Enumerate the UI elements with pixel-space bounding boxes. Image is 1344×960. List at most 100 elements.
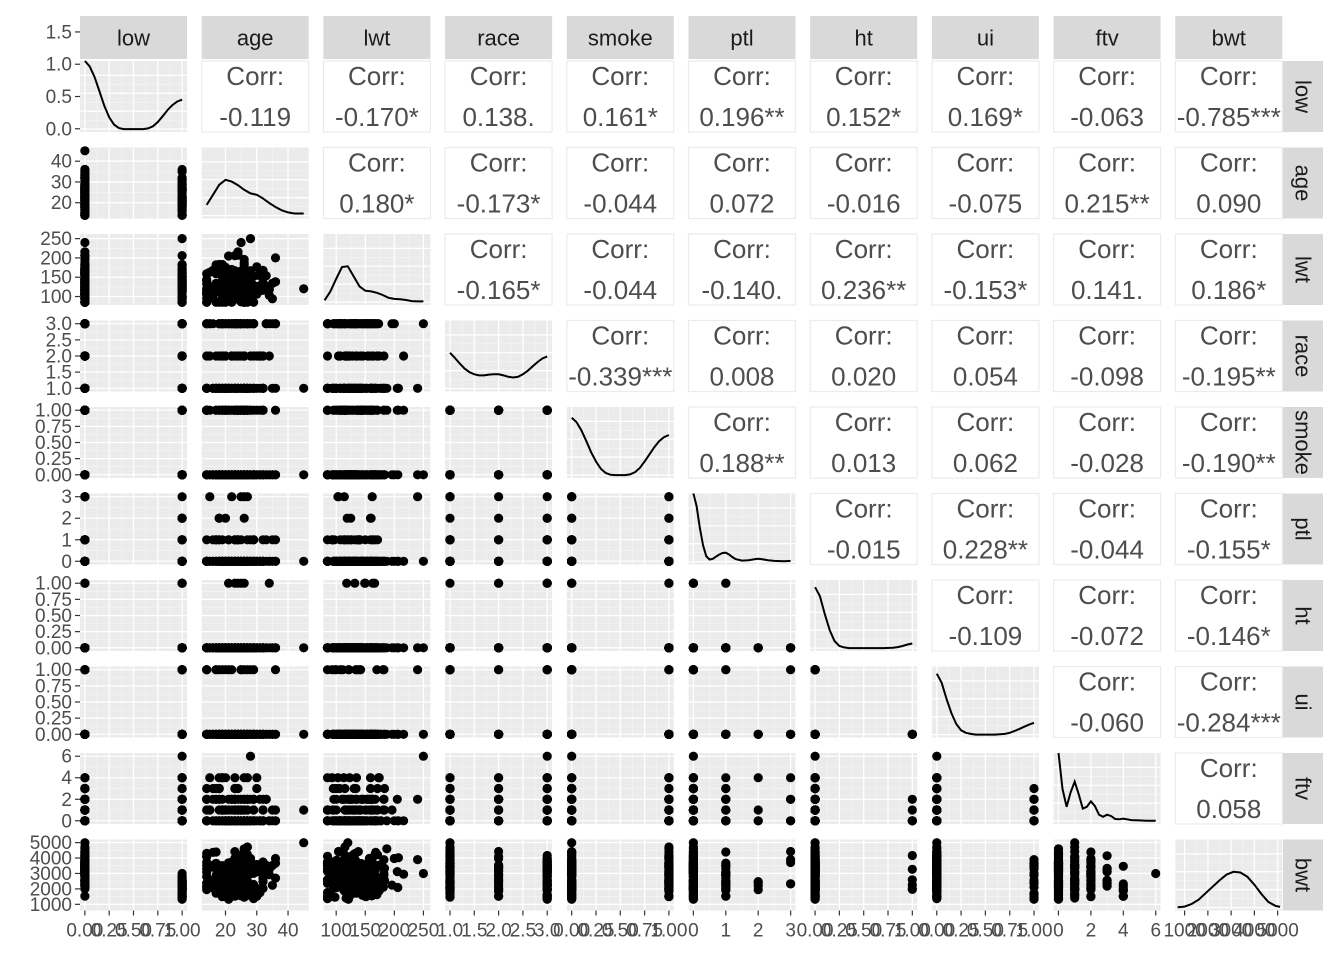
data-point [80, 492, 90, 502]
corr-panel-frame [809, 319, 918, 393]
data-point [220, 319, 231, 329]
data-point [542, 513, 552, 523]
corr-value: 0.138. [462, 102, 534, 132]
corr-panel-frame [322, 146, 431, 220]
data-point [220, 470, 231, 480]
panels-group: Corr:-0.119Corr:-0.170*Corr:0.138.Corr:0… [80, 60, 1283, 911]
data-point [356, 351, 366, 361]
corr-panel-frame [566, 60, 675, 133]
data-point [370, 319, 380, 329]
data-point [230, 578, 240, 588]
data-point [80, 187, 90, 197]
data-point [177, 181, 187, 191]
data-point [242, 405, 252, 415]
data-point [258, 470, 268, 480]
data-point [236, 556, 246, 566]
data-point [445, 556, 455, 566]
corr-panel-frame [1052, 60, 1162, 133]
corr-panel-ptl-ht: Corr:-0.015 [809, 492, 918, 566]
data-point [418, 319, 428, 329]
scatter-panel-ht-smoke [566, 578, 674, 653]
data-point [202, 556, 212, 566]
data-point [358, 405, 369, 415]
data-point [664, 578, 674, 588]
data-point [211, 535, 221, 545]
corr-panel-frame [566, 233, 675, 306]
data-point [370, 578, 380, 588]
data-point [351, 405, 362, 415]
density-panel-ht [810, 580, 918, 651]
data-point [389, 470, 399, 480]
corr-label: Corr: [591, 234, 649, 264]
data-point [214, 556, 224, 566]
data-point [542, 643, 552, 653]
data-point [202, 643, 212, 653]
corr-panel-race-ui: Corr:0.054 [931, 319, 1040, 393]
corr-value: -0.028 [1070, 448, 1144, 478]
data-point [378, 383, 388, 393]
corr-panel-frame [566, 146, 675, 220]
corr-panel-ptl-ui: Corr:0.228** [931, 492, 1040, 566]
data-point [258, 268, 268, 278]
scatter-panel-race-lwt [322, 319, 431, 393]
data-point [664, 513, 674, 523]
data-point [350, 578, 360, 588]
data-point [80, 535, 90, 545]
corr-label: Corr: [835, 407, 893, 437]
scatter-panel-ui-age [201, 665, 309, 739]
data-point [366, 470, 376, 480]
data-point [299, 643, 309, 653]
data-point [664, 535, 674, 545]
data-point [322, 383, 333, 393]
corr-value: -0.190** [1182, 448, 1276, 478]
corr-value: -0.140. [702, 275, 783, 305]
corr-label: Corr: [713, 321, 771, 351]
data-point [80, 297, 90, 307]
corr-label: Corr: [835, 148, 893, 178]
data-point [245, 556, 256, 566]
scatter-panel-ptl-age [201, 492, 309, 566]
data-point [322, 405, 333, 415]
data-point [80, 665, 90, 675]
data-point [322, 556, 333, 566]
scatter-panel-ht-ptl [688, 578, 796, 653]
corr-panel-frame [931, 319, 1040, 393]
corr-label: Corr: [835, 61, 893, 91]
panel-background [323, 234, 431, 305]
data-point [688, 643, 699, 653]
data-point [202, 405, 212, 415]
corr-value: -0.109 [949, 621, 1023, 651]
data-point [413, 492, 423, 502]
corr-panel-lwt-ui: Corr:-0.153* [931, 233, 1040, 306]
scatter-panel-smoke-lwt [322, 405, 431, 480]
data-point [264, 285, 274, 295]
corr-label: Corr: [1078, 494, 1136, 524]
corr-value: 0.188** [699, 448, 784, 478]
data-point [249, 351, 259, 361]
corr-panel-frame [444, 233, 553, 306]
corr-panel-race-ptl: Corr:0.008 [687, 319, 797, 393]
corr-panel-frame [809, 60, 918, 133]
data-point [208, 383, 218, 393]
data-point [227, 492, 237, 502]
data-point [220, 405, 231, 415]
data-point [346, 513, 356, 523]
data-point [542, 535, 552, 545]
corr-panel-age-lwt: Corr:0.180* [322, 146, 431, 220]
data-point [370, 535, 380, 545]
corr-value: 0.196** [699, 102, 784, 132]
corr-panel-smoke-ui: Corr:0.062 [931, 406, 1040, 479]
corr-label: Corr: [1078, 234, 1136, 264]
data-point [236, 297, 246, 307]
data-point [328, 319, 338, 329]
data-point [351, 470, 361, 480]
data-point [270, 665, 281, 675]
data-point [177, 729, 187, 739]
corr-value: -0.153* [943, 275, 1027, 305]
corr-panel-age-race: Corr:-0.173* [444, 146, 553, 220]
data-point [342, 578, 352, 588]
data-point [664, 643, 674, 653]
data-point [379, 405, 389, 415]
corr-panel-age-bwt: Corr:0.090 [1174, 146, 1283, 220]
